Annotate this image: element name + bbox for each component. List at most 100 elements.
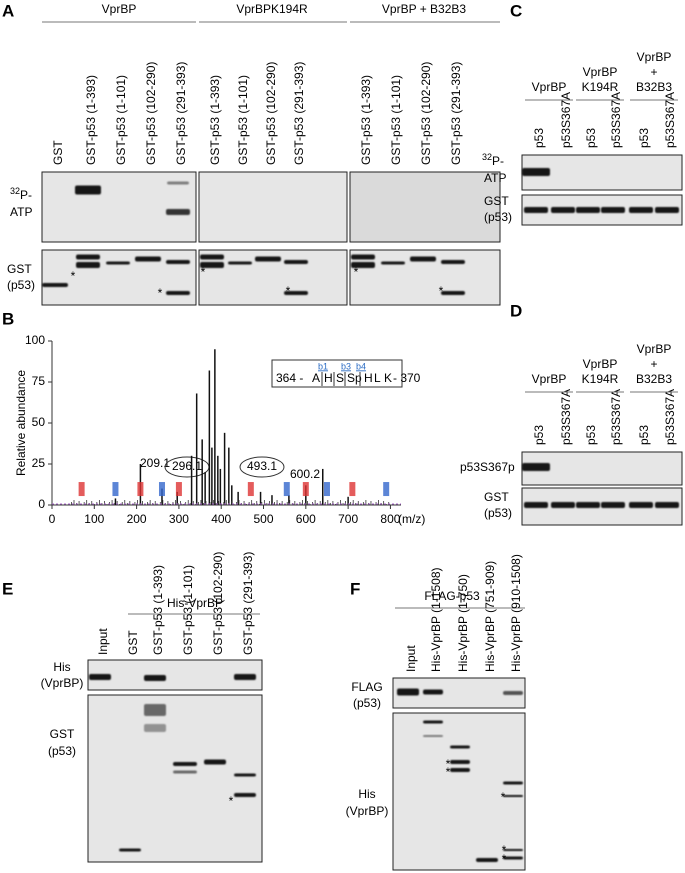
band [284,260,308,264]
lane-label: His-VprBP (910-1508) [509,554,523,672]
lane-label: GST-p53 (1-101) [389,75,403,165]
group-label: VprBP [102,2,137,16]
lane-label: p53S367A [663,389,677,445]
y-tick-label: 100 [25,333,45,347]
lane-label: p53S367A [609,92,623,148]
lane-label: GST-p53 (102-290) [211,552,225,655]
row-label: (p53) [484,210,512,224]
lane-label: GST [126,630,140,655]
panel-label: A [2,1,14,20]
band [551,207,575,213]
band [144,675,166,681]
asterisk: * [439,284,444,298]
band [200,254,224,260]
band [228,261,252,265]
row-label: 32P- [10,186,32,202]
lane-label: His-VprBP (1-750) [456,574,470,672]
band [576,502,600,508]
band [601,207,625,213]
blot [87,694,263,863]
band [629,502,653,508]
group-label: VprBP + B32B3 [382,2,466,16]
band [655,207,679,213]
band [450,760,470,764]
lane-label: GST-p53 (1-101) [181,565,195,655]
x-tick-label: 100 [84,512,104,526]
residue: Sp [347,371,362,385]
band [522,168,550,176]
lane-label: GST-p53 (291-393) [292,62,306,165]
asterisk: * [502,852,507,866]
ion-marker [175,482,182,497]
lane-label: p53 [532,128,546,148]
lane-label: Input [404,645,418,672]
band [503,795,523,797]
band [166,209,190,215]
residue: K [384,371,392,385]
blot [349,171,501,243]
band [255,256,281,262]
lane-label: GST-p53 (291-393) [449,62,463,165]
band [423,735,443,737]
band [450,745,470,749]
lane-label: GST-p53 (291-393) [174,62,188,165]
ion-marker [323,482,330,497]
ion-marker [349,482,356,497]
lane-label: GST [51,140,65,165]
lane-label: GST-p53 (102-290) [264,62,278,165]
lane-label: GST-p53 (1-101) [114,75,128,165]
x-tick-label: 600 [296,512,316,526]
row-label: (p53) [48,744,76,758]
band [351,254,375,260]
band [234,773,256,777]
band [42,283,68,287]
group-label: + [650,65,657,79]
band [423,720,443,724]
asterisk: * [158,286,163,300]
lane-label: p53 [584,425,598,445]
lane-label: p53 [637,128,651,148]
band [601,502,625,508]
blot [198,171,348,243]
group-label: VprBP [532,80,567,94]
y-tick-label: 0 [38,497,45,511]
lane-label: p53S367A [559,92,573,148]
x-axis-label: (m/z) [398,512,425,526]
x-tick-label: 300 [169,512,189,526]
cleavage-marks [321,372,361,386]
lane-label: His-VprBP (1-1508) [429,568,443,672]
lane-label: GST-p53 (1-101) [236,75,250,165]
group-label: B32B3 [636,372,672,386]
band [503,691,523,695]
band [200,262,224,268]
residue: H [364,371,373,385]
ion-marker [112,482,119,497]
asterisk: * [229,794,234,808]
lane-label: GST-p53 (291-393) [241,552,255,655]
band [351,262,375,268]
lane-label: p53S367A [609,389,623,445]
row-label: (VprBP) [41,676,84,690]
row-label: (p53) [7,278,35,292]
group-label: VprBP [583,65,618,79]
header: FLAG-p53 [424,589,480,603]
band [629,207,653,213]
band [167,181,189,185]
x-tick-label: 200 [127,512,147,526]
lane-label: p53 [532,425,546,445]
group-label: VprBP [532,372,567,386]
band [166,260,190,264]
lane-label: p53 [637,425,651,445]
band [503,781,523,785]
panel-label: C [510,1,522,20]
group-label: VprBP [583,357,618,371]
group-label: + [650,357,657,371]
band [144,704,166,716]
band [284,291,308,295]
row-label: (p53) [353,696,381,710]
band [441,260,465,264]
band [204,759,226,765]
band [503,856,523,860]
peptide-box [271,359,403,388]
